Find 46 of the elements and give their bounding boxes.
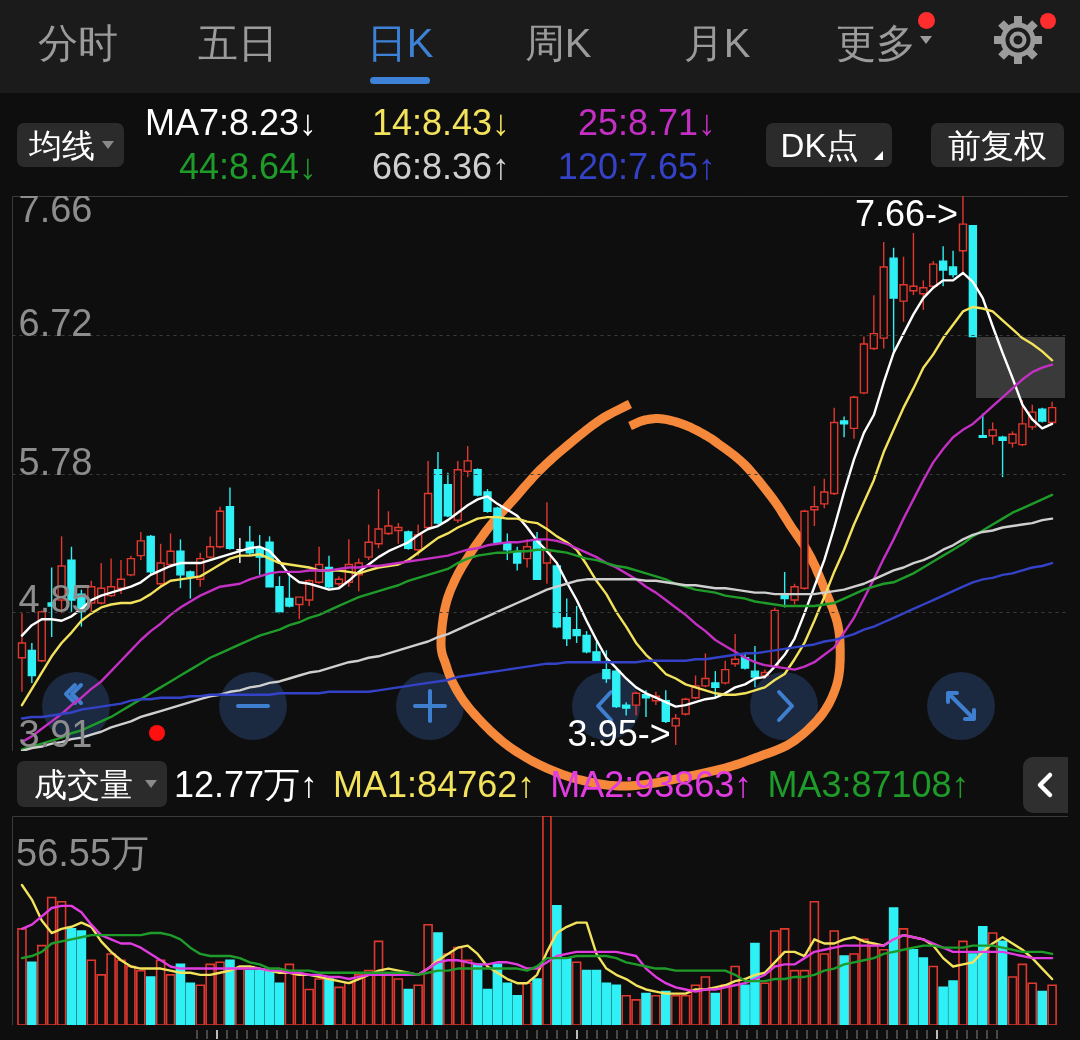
button: 前复权	[931, 123, 1064, 167]
bar	[839, 955, 849, 1025]
text: 66:8.36↑	[372, 146, 511, 187]
bar	[403, 988, 414, 1025]
bar	[641, 992, 651, 1025]
bar	[235, 967, 245, 1025]
text: 五日	[198, 21, 278, 65]
bar	[532, 978, 542, 1025]
text: 25:8.71↓	[577, 102, 716, 143]
bar	[888, 907, 899, 1025]
bar	[651, 994, 661, 1025]
dropdown-button: DK点	[766, 123, 892, 167]
bar	[1037, 990, 1047, 1025]
text: 分时	[38, 21, 118, 65]
text: 周K	[524, 21, 592, 65]
bar	[571, 961, 582, 1025]
text: 120:7.65↑	[557, 146, 716, 187]
dropdown-button: 成交量	[17, 761, 167, 807]
text: MA1:84762↑	[333, 764, 536, 805]
text: 12.77万↑	[174, 764, 319, 805]
bar	[145, 976, 156, 1025]
bar	[433, 932, 443, 1025]
bar	[542, 816, 552, 1025]
y-tick-label: 5.78	[18, 440, 93, 483]
dropdown-button: 均线	[17, 123, 124, 167]
bar	[661, 990, 671, 1025]
text: 44:8.64↓	[178, 146, 317, 187]
text: 日K	[366, 21, 434, 65]
bar	[522, 982, 532, 1025]
annotation: 3.95->	[567, 713, 671, 755]
text: MA3:87108↑	[767, 764, 970, 805]
bar	[27, 961, 37, 1025]
bar	[928, 965, 939, 1025]
annotation: 56.55万	[16, 832, 150, 874]
bar	[324, 978, 334, 1025]
annotation: 7.66->	[854, 193, 958, 234]
bar	[958, 940, 968, 1025]
bar	[225, 959, 235, 1025]
bar	[1047, 984, 1057, 1025]
text: 月K	[683, 21, 751, 65]
y-tick-label: 6.72	[18, 301, 93, 344]
bar	[17, 928, 27, 1025]
text: MA7:8.23↓	[144, 102, 317, 143]
bar	[710, 992, 721, 1025]
text: 14:8.43↓	[372, 102, 511, 143]
text: 更多	[836, 21, 916, 65]
